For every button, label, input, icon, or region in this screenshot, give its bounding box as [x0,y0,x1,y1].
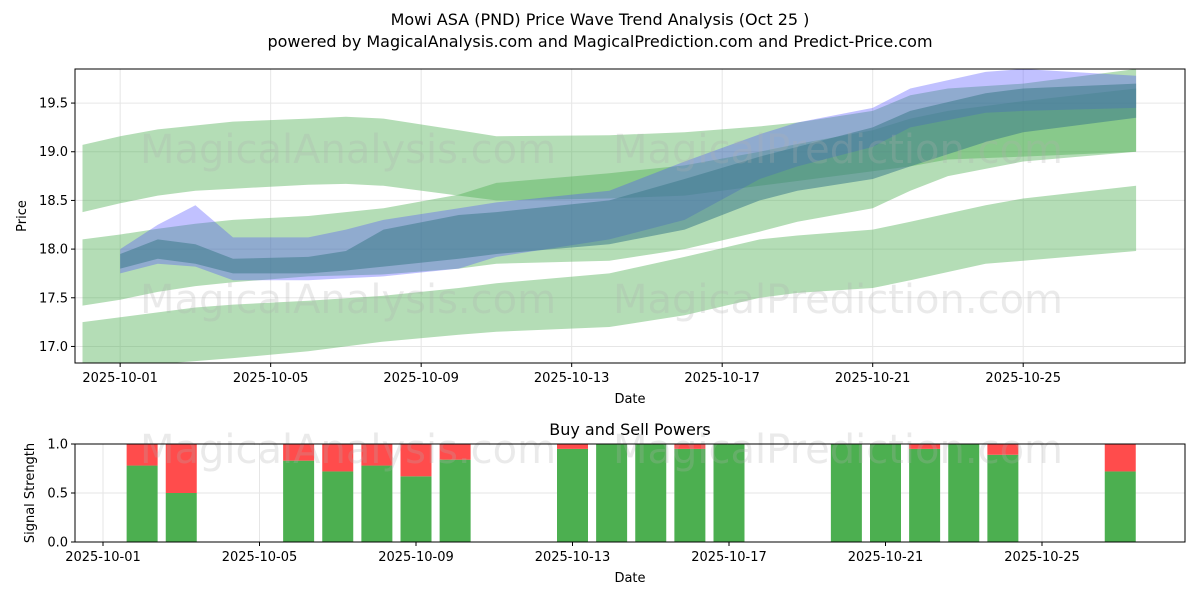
price-x-ticks: 2025-10-01 2025-10-05 2025-10-09 2025-10-13… [82,363,1061,386]
watermark-6: MagicalPrediction.com [613,427,1063,473]
sell-bar [439,444,471,460]
sell-bar [1104,444,1136,472]
buy-bar [283,460,315,542]
chart-title: Mowi ASA (PND) Price Wave Trend Analysis… [391,10,810,29]
x-tick-label: 2025-10-09 [383,371,459,386]
y-tick-label: 17.0 [39,340,68,355]
y-tick-label: 17.5 [39,291,68,306]
buy-bar [987,454,1019,542]
wave-lower-band [82,185,1137,363]
buy-bar [870,444,901,542]
bar-y-tick-label: 0.5 [47,487,68,502]
wave-blue-band [120,69,1137,281]
chart-subtitle: powered by MagicalAnalysis.com and Magic… [267,32,932,51]
bar-y-ticks: 0.0 0.5 1.0 [47,438,75,551]
bar-x-tick-label: 2025-10-01 [65,550,141,565]
y-tick-label: 18.5 [39,194,68,209]
buy-bar [674,448,706,542]
plot-frame [74,68,1186,364]
band-layer [82,69,1137,363]
bar-x-label: Date [614,571,645,586]
watermark-1: MagicalAnalysis.com [140,127,556,173]
sell-bar [557,444,588,449]
y-tick-label: 19.5 [39,97,68,112]
price-x-label: Date [614,392,645,407]
buy-bar [439,459,471,542]
sell-bar [322,444,354,472]
bar-x-tick-label: 2025-10-09 [378,550,454,565]
watermark-3: MagicalAnalysis.com [140,277,556,323]
sell-bar [987,444,1019,455]
y-tick-label: 18.0 [39,243,68,258]
buy-bar [361,465,393,542]
bar-y-tick-label: 1.0 [47,438,68,453]
bar-x-tick-label: 2025-10-05 [222,550,298,565]
sell-bar [165,444,197,493]
watermark-2: MagicalPrediction.com [613,127,1063,173]
buy-bar [400,476,432,542]
watermark-4: MagicalPrediction.com [613,277,1063,323]
buy-bar [909,448,941,542]
bar-y-tick-label: 0.0 [47,536,68,551]
sell-bar [126,444,158,466]
sell-bar [674,444,706,449]
buy-bar [322,471,354,542]
price-y-ticks: 17.0 17.5 18.0 18.5 19.0 19.5 [39,97,75,355]
x-tick-label: 2025-10-25 [985,371,1061,386]
price-y-label: Price [15,200,30,232]
bar-x-tick-label: 2025-10-21 [848,550,924,565]
price-bands [82,69,1137,363]
x-tick-label: 2025-10-01 [82,371,158,386]
sell-bar [361,444,393,466]
x-tick-label: 2025-10-17 [684,371,760,386]
bar-x-tick-label: 2025-10-17 [691,550,767,565]
watermark-5: MagicalAnalysis.com [140,427,556,473]
bar-x-tick-label: 2025-10-25 [1004,550,1080,565]
x-tick-label: 2025-10-21 [835,371,911,386]
buy-sell-title: Buy and Sell Powers [549,420,711,439]
bar-x-ticks: 2025-10-01 2025-10-05 2025-10-09 2025-10-13… [65,542,1080,565]
buy-bar [165,493,197,542]
price-wave-plot: MagicalAnalysis.com MagicalPrediction.co… [15,68,1186,407]
sell-bar [283,444,315,461]
bar-x-tick-label: 2025-10-13 [535,550,611,565]
sell-bar [400,444,432,477]
buy-bar [596,444,628,542]
y-tick-label: 19.0 [39,145,68,160]
wave-upper-band [82,69,1137,213]
buy-bar [713,444,745,542]
bars [126,444,1136,542]
bar-y-label: Signal Strength [23,443,38,543]
wave-dark-band [120,83,1137,274]
buy-sell-plot: Buy and Sell Powers MagicalAnalysis.com … [23,420,1186,586]
x-tick-label: 2025-10-05 [233,371,309,386]
buy-bar [948,444,980,542]
buy-bar [1104,471,1136,542]
buy-bar [635,444,667,542]
sell-bar [909,444,941,449]
buy-bar [557,448,588,542]
buy-bar [126,465,158,542]
x-tick-label: 2025-10-13 [534,371,610,386]
buy-bar [830,444,862,542]
